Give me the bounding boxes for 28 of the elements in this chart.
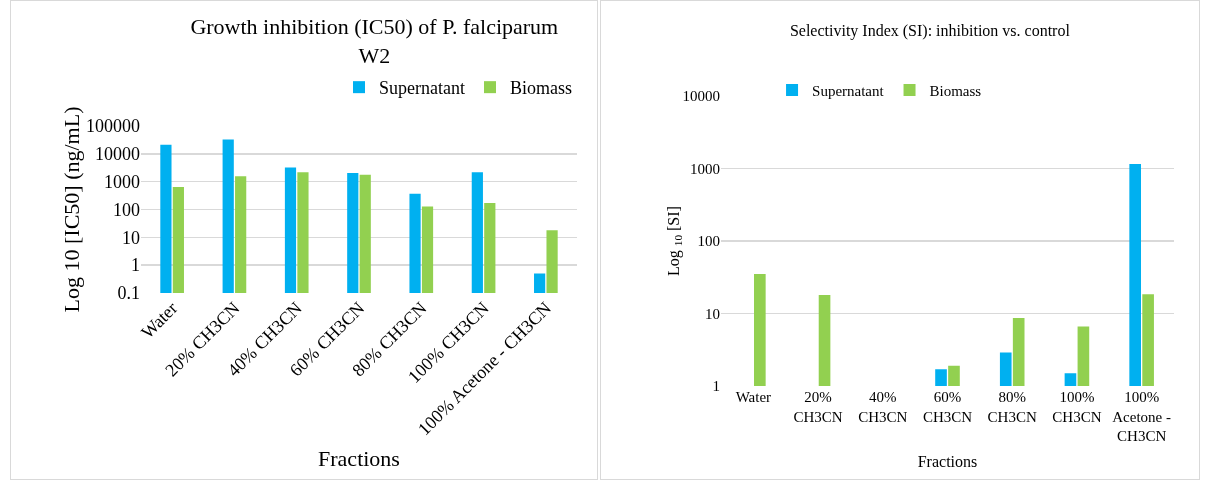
x-axis-title: Fractions	[318, 446, 400, 472]
x-tick-label: 20% CH3CN	[793, 389, 843, 425]
y-tick-label: 0.1	[117, 283, 140, 304]
legend-label: Supernatant	[379, 78, 465, 99]
y-tick-label: 100	[697, 233, 720, 250]
y-tick-label: 1000	[104, 171, 140, 192]
x-tick-label: 60% CH3CN	[922, 389, 973, 425]
x-tick-label: 100% CH3CN	[1052, 389, 1102, 425]
legend-label: Biomass	[509, 78, 572, 99]
x-axis-title: Fractions	[917, 452, 978, 470]
y-axis-title: Log 10 [IC50] (ng/mL)	[59, 106, 84, 313]
y-tick-label: 10000	[95, 144, 140, 165]
y-tick-label: 100	[113, 199, 140, 220]
y-tick-label: 100000	[86, 116, 140, 137]
y-tick-label: 1	[131, 255, 140, 276]
x-tick-label: 40% CH3CN	[858, 389, 908, 425]
x-tick-label: 80% CH3CN	[987, 389, 1037, 425]
chart-title: Selectivity Index (SI): inhibition vs. control	[789, 22, 1071, 41]
y-tick-label: 10	[122, 227, 140, 248]
x-tick-label: 100% Acetone - CH3CN	[1112, 389, 1171, 444]
y-tick-label: 1	[712, 378, 720, 395]
legend-label: Supernatant	[812, 82, 885, 99]
y-tick-label: 10	[705, 305, 720, 322]
y-tick-label: 10000	[682, 88, 720, 105]
legend-label: Biomass	[929, 82, 982, 99]
y-tick-label: 1000	[690, 160, 720, 177]
x-tick-label: Water	[735, 389, 772, 405]
chart-title: Growth inhibition (IC50) of P. falciparum W2	[190, 14, 559, 69]
